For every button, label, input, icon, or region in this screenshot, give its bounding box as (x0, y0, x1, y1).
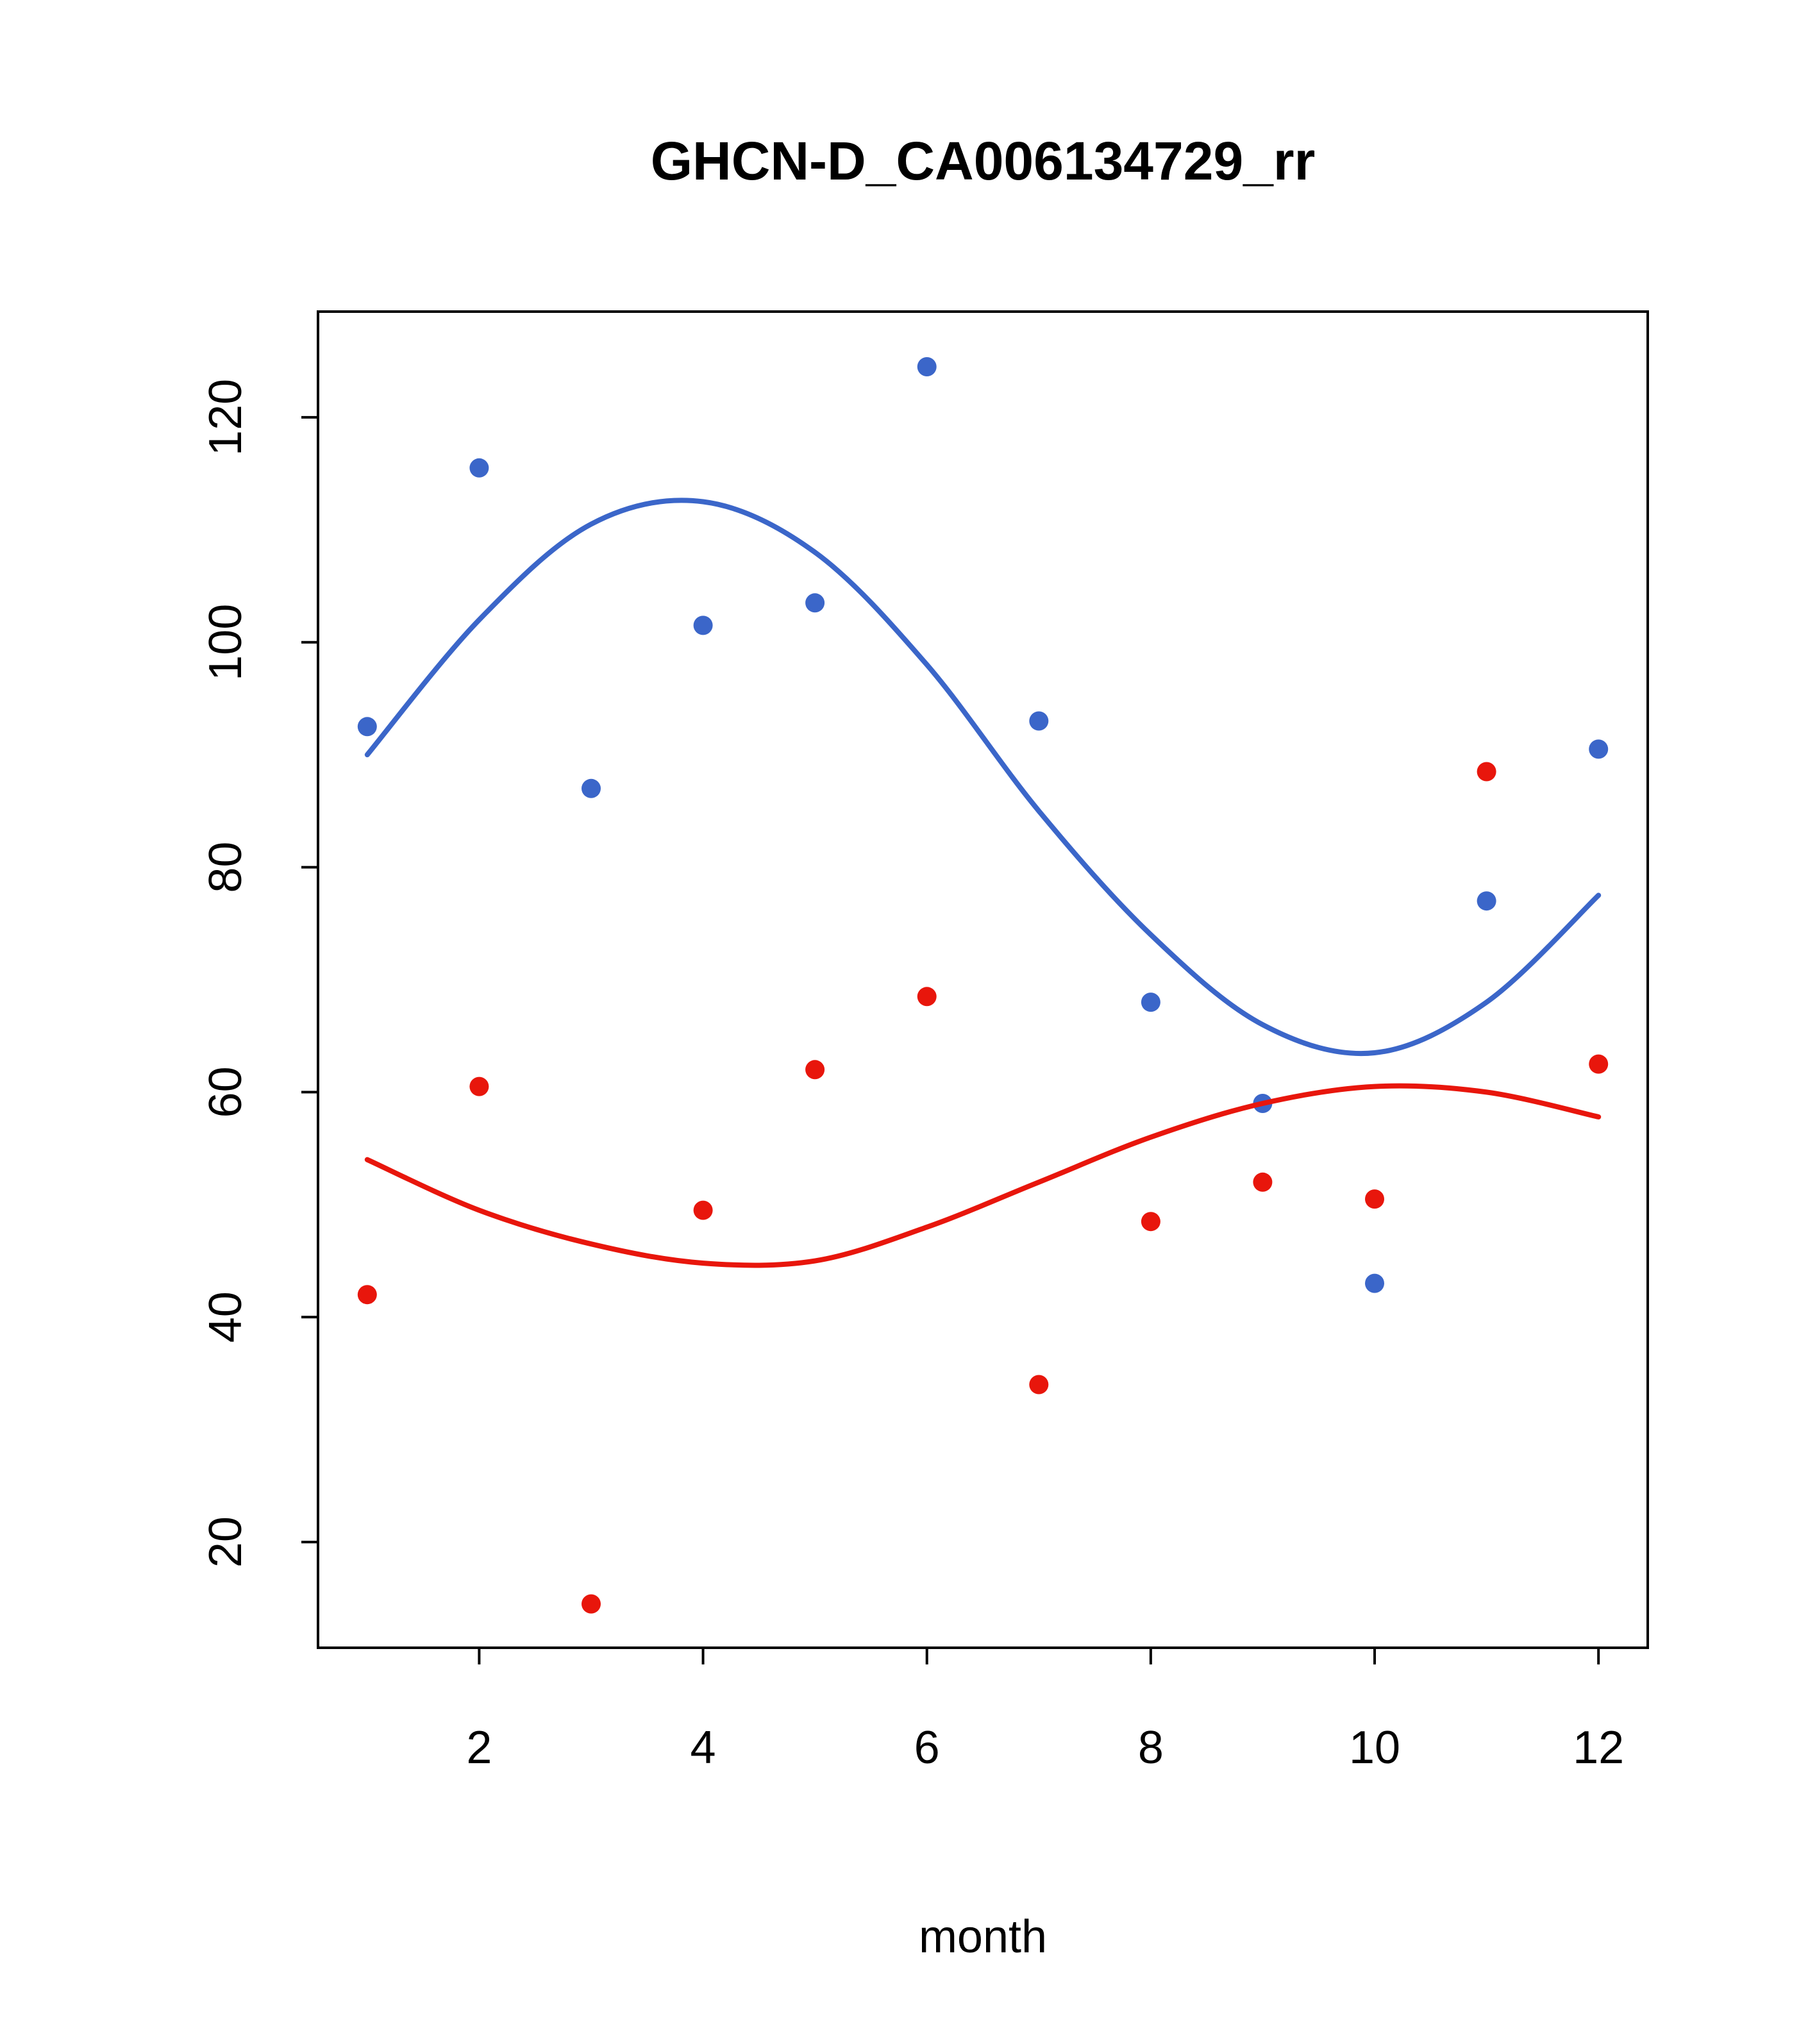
data-series (357, 357, 1609, 1614)
data-point (693, 1200, 713, 1220)
data-point (1141, 1212, 1160, 1232)
axes-ticks: 2 4 6 8 10 12 20 40 60 80 100 120 (200, 379, 1624, 1773)
y-tick-label: 60 (200, 1066, 251, 1118)
data-point (917, 987, 937, 1007)
data-point (917, 357, 937, 376)
data-point (805, 1060, 825, 1080)
plot-area-border (317, 310, 1649, 1649)
y-tick-label: 40 (200, 1291, 251, 1343)
data-point (582, 778, 601, 798)
data-point (357, 1285, 377, 1305)
y-tick-label: 80 (200, 842, 251, 893)
chart-title: GHCN-D_CA006134729_rr (651, 131, 1316, 191)
data-point (693, 616, 713, 635)
data-point (1253, 1172, 1273, 1192)
series-red-points (357, 762, 1609, 1614)
y-tick-label: 100 (200, 604, 251, 681)
data-point (469, 1076, 489, 1096)
data-point (357, 717, 377, 737)
data-point (1365, 1273, 1384, 1293)
data-point (582, 1594, 601, 1614)
x-tick-label: 6 (914, 1722, 940, 1773)
y-tick-label: 20 (200, 1516, 251, 1568)
x-tick-label: 10 (1349, 1722, 1400, 1773)
x-tick-label: 12 (1573, 1722, 1624, 1773)
series-red-trend-line (364, 1083, 1602, 1268)
series-blue-trend-line (364, 498, 1602, 1057)
data-point (1589, 1054, 1609, 1074)
data-point (1477, 762, 1496, 782)
series-blue-points (357, 357, 1609, 1293)
data-point (1365, 1189, 1384, 1209)
x-tick-label: 2 (466, 1722, 492, 1773)
x-tick-label: 4 (691, 1722, 716, 1773)
data-point (1589, 739, 1609, 759)
data-point (1477, 891, 1496, 911)
data-point (1141, 993, 1160, 1012)
data-point (1029, 711, 1049, 731)
data-point (469, 458, 489, 478)
y-tick-label: 120 (200, 379, 251, 456)
x-axis-title: month (919, 1911, 1047, 1963)
x-tick-label: 8 (1138, 1722, 1164, 1773)
data-point (805, 593, 825, 613)
data-point (1029, 1375, 1049, 1395)
